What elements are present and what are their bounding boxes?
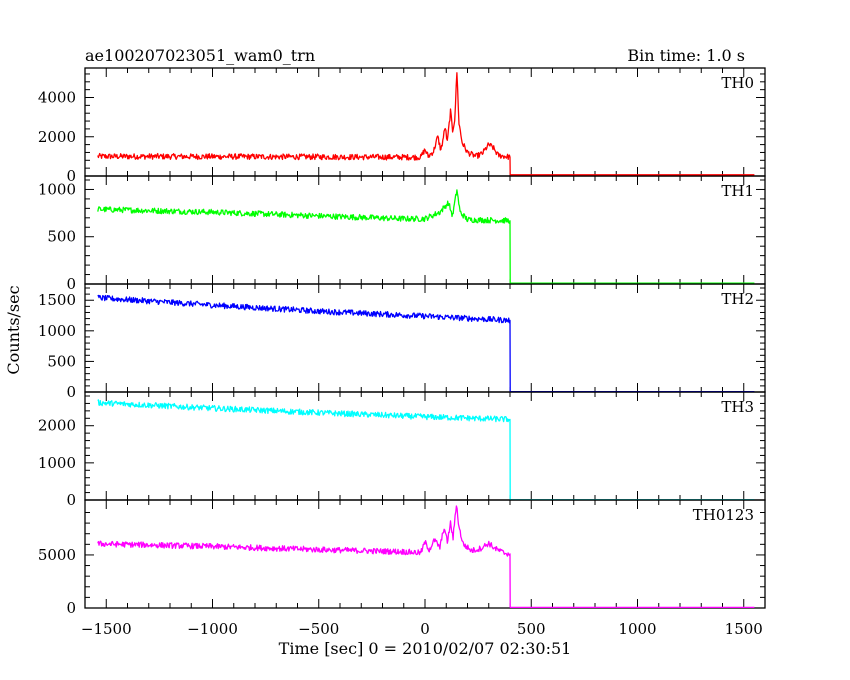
x-tick-label: −1500 [81, 620, 132, 638]
x-tick-label: 1500 [725, 620, 763, 638]
y-axis-label: Counts/sec [4, 285, 23, 374]
panel-label: TH0 [721, 74, 754, 92]
panel-label: TH0123 [693, 506, 754, 524]
y-tick-label: 1500 [38, 291, 76, 309]
panel-frame [84, 67, 766, 177]
y-tick-label: 1000 [38, 322, 76, 340]
y-tick-label: 5000 [38, 546, 76, 564]
series-line-th1 [97, 189, 755, 284]
panel-th0: 0 2000 4000 TH0 [38, 67, 766, 185]
bin-time-label: Bin time: 1.0 s [627, 46, 745, 65]
y-tick-label: 500 [47, 228, 76, 246]
x-tick-label: 1000 [618, 620, 656, 638]
panel-th2: 0 500 1000 1500 TH2 [38, 283, 766, 401]
y-tick-label: 0 [66, 383, 76, 401]
panel-th3: 0 1000 2000 TH3 [38, 391, 766, 509]
chart-title: ae100207023051_wam0_trn [85, 46, 315, 65]
y-tick-label: 500 [47, 352, 76, 370]
panel-frame [84, 391, 766, 501]
y-tick-label: 1000 [38, 180, 76, 198]
panel-label: TH3 [721, 398, 754, 416]
x-tick-labels: −1500 −1000 −500 0 500 1000 1500 [81, 620, 763, 638]
series-line-th0 [97, 72, 755, 176]
series-line-th3 [97, 399, 755, 501]
panel-th1: 0 500 1000 TH1 [38, 175, 766, 293]
panel-th0123: 0 5000 TH0123 [38, 499, 766, 617]
panel-label: TH1 [721, 182, 754, 200]
y-tick-label: 0 [66, 275, 76, 293]
x-tick-label: −500 [298, 620, 339, 638]
x-tick-label: −1000 [187, 620, 238, 638]
x-axis-label: Time [sec] 0 = 2010/02/07 02:30:51 [279, 639, 572, 658]
y-tick-label: 0 [66, 491, 76, 509]
y-tick-label: 1000 [38, 454, 76, 472]
y-tick-label: 4000 [38, 89, 76, 107]
panel-frame [84, 499, 766, 609]
x-tick-label: 500 [517, 620, 546, 638]
panel-frame [84, 283, 766, 393]
panel-label: TH2 [721, 290, 754, 308]
y-tick-label: 2000 [38, 417, 76, 435]
y-tick-label: 0 [66, 599, 76, 617]
series-line-th2 [97, 294, 755, 393]
panel-frame [84, 175, 766, 285]
y-tick-label: 2000 [38, 128, 76, 146]
series-line-th0123 [97, 505, 755, 609]
x-tick-label: 0 [420, 620, 430, 638]
y-tick-label: 0 [66, 167, 76, 185]
